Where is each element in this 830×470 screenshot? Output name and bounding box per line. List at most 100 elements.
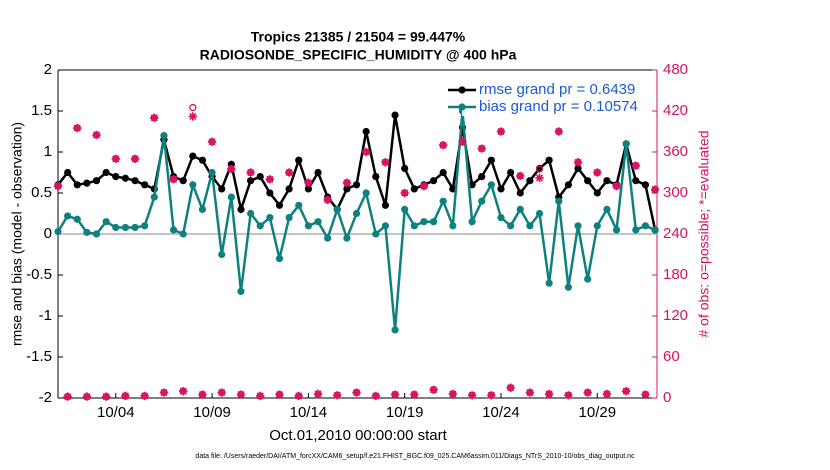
data-point: [516, 189, 524, 197]
y-tick-label: 0.5: [31, 184, 52, 201]
data-point: [198, 205, 207, 213]
evaluated-obs-marker: [227, 164, 236, 174]
data-point: [439, 197, 447, 205]
evaluated-obs-marker: [150, 113, 159, 123]
data-point: [632, 226, 640, 234]
data-point: [497, 185, 505, 193]
evaluated-obs-marker: [207, 137, 217, 146]
evaluated-obs-marker: [313, 389, 323, 399]
evaluated-obs-marker: [525, 388, 535, 397]
y2-tick-label: 300: [663, 184, 688, 201]
data-point: [574, 222, 582, 230]
evaluated-obs-marker: [419, 181, 429, 191]
evaluated-obs-marker: [111, 154, 120, 164]
evaluated-obs-marker: [236, 390, 246, 399]
data-point: [285, 185, 293, 193]
data-point: [352, 209, 361, 218]
x-tick-label: 10/09: [193, 404, 231, 421]
data-point: [526, 177, 534, 185]
legend-label: rmse grand pr = 0.6439: [479, 81, 635, 98]
data-point: [304, 222, 312, 230]
data-point: [391, 111, 399, 119]
data-point: [179, 177, 187, 185]
data-point: [381, 222, 390, 230]
y-axis-label: rmse and bias (model - observation): [9, 122, 25, 346]
evaluated-obs-marker: [361, 147, 371, 157]
evaluated-obs-marker: [342, 178, 352, 187]
y-tick-label: 2: [44, 61, 52, 78]
y2-tick-label: 0: [663, 389, 671, 406]
data-point: [632, 177, 640, 185]
data-point: [208, 168, 216, 177]
evaluated-obs-marker: [371, 391, 380, 401]
data-point: [478, 197, 486, 205]
data-point: [247, 209, 255, 218]
evaluated-obs-marker: [53, 181, 63, 191]
data-point: [169, 226, 178, 234]
evaluated-obs-marker: [198, 390, 207, 399]
data-point: [372, 230, 380, 238]
evaluated-obs-marker: [381, 158, 390, 167]
data-point: [295, 156, 303, 164]
evaluated-obs-marker: [284, 168, 294, 177]
data-point: [275, 255, 284, 263]
series-line: [56, 110, 656, 331]
data-point: [362, 127, 370, 136]
evaluated-obs-marker: [410, 390, 419, 399]
data-point: [612, 226, 621, 234]
evaluated-obs-marker: [400, 188, 409, 198]
data-point: [150, 193, 158, 201]
data-point: [449, 222, 457, 230]
evaluated-obs-marker: [256, 391, 265, 401]
data-point: [381, 201, 390, 209]
evaluated-obs-marker: [169, 175, 178, 184]
evaluated-obs-marker: [390, 390, 400, 399]
possible-obs-marker: [535, 165, 544, 173]
data-point: [343, 234, 351, 242]
chart-subtitle: RADIOSONDE_SPECIFIC_HUMIDITY @ 400 hPa: [200, 47, 517, 63]
evaluated-obs-marker: [516, 171, 525, 181]
data-point: [507, 222, 515, 230]
data-point: [54, 227, 62, 236]
y-tick-label: -0.5: [26, 266, 52, 283]
data-point: [593, 189, 601, 197]
evaluated-obs-marker: [467, 391, 477, 400]
evaluated-obs-marker: [487, 391, 496, 400]
y2-tick-label: 60: [663, 348, 680, 365]
evaluated-obs-marker: [82, 392, 92, 401]
evaluated-obs-marker: [631, 161, 641, 170]
data-point: [439, 168, 447, 177]
data-point: [218, 185, 226, 193]
evaluated-obs-marker: [178, 386, 188, 396]
data-point: [121, 223, 130, 232]
data-point: [401, 205, 409, 213]
data-point: [256, 222, 264, 230]
y2-tick-label: 240: [663, 225, 688, 242]
data-point: [198, 156, 207, 164]
y2-tick-label: 180: [663, 266, 688, 283]
evaluated-obs-marker: [593, 168, 602, 177]
data-point: [237, 287, 245, 295]
data-point: [487, 156, 495, 164]
evaluated-obs-marker: [641, 390, 650, 399]
data-point: [314, 218, 322, 226]
y2-tick-label: 120: [663, 307, 688, 324]
evaluated-obs-marker: [73, 123, 82, 133]
legend-label: bias grand pr = 0.10574: [479, 98, 638, 115]
data-point: [112, 223, 120, 232]
data-point: [468, 218, 476, 226]
data-point: [555, 197, 563, 205]
evaluated-obs-marker: [140, 391, 149, 401]
data-point: [102, 168, 110, 177]
legend-background: [462, 98, 642, 116]
legend-marker: [458, 103, 466, 111]
data-point: [564, 181, 573, 189]
data-point: [401, 164, 409, 172]
x-axis-label: Oct.01,2010 00:00:00 start: [269, 427, 447, 444]
x-tick-label: 10/24: [482, 404, 520, 421]
data-point: [160, 132, 168, 140]
data-point: [179, 230, 187, 238]
data-point: [429, 218, 438, 226]
